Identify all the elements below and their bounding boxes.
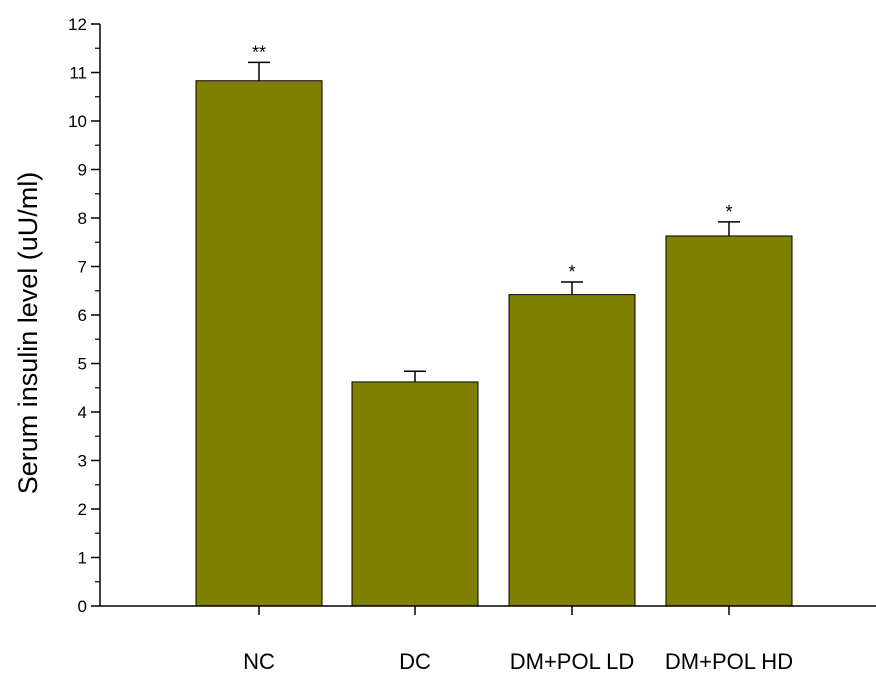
y-tick-label: 0 [78,597,87,616]
significance-label-dm-pol-ld: * [568,262,575,282]
x-tick-label-dc: DC [399,649,431,673]
error-bars-layer [248,61,740,382]
bar-dc [351,381,479,607]
y-tick-label: 3 [78,452,87,471]
bar-dm-pol-ld [508,294,636,607]
y-tick-label: 5 [78,355,87,374]
x-tick-label-dm-pol-ld: DM+POL LD [510,649,635,673]
y-tick-label: 6 [78,306,87,325]
significance-labels-layer: **** [252,42,733,282]
y-tick-label: 11 [69,64,87,83]
y-axis-title: Serum insulin level (uU/ml) [13,172,43,495]
x-tick-label-nc: NC [243,649,275,673]
y-tick-label: 4 [78,403,87,422]
y-tick-label: 2 [78,500,87,519]
significance-label-dm-pol-hd: * [725,202,732,222]
y-tick-label: 7 [78,258,87,277]
axes-layer [91,23,876,615]
y-tick-label: 9 [78,161,87,180]
y-tick-label: 8 [78,209,87,228]
y-tick-label: 1 [78,549,87,568]
x-tick-label-dm-pol-hd: DM+POL HD [665,649,793,673]
significance-label-nc: ** [252,42,266,62]
y-tick-label: 10 [68,112,87,131]
bar-nc [195,80,323,607]
bars-layer [195,80,793,607]
y-tick-label: 12 [68,15,87,34]
bar-dm-pol-hd [665,235,793,607]
